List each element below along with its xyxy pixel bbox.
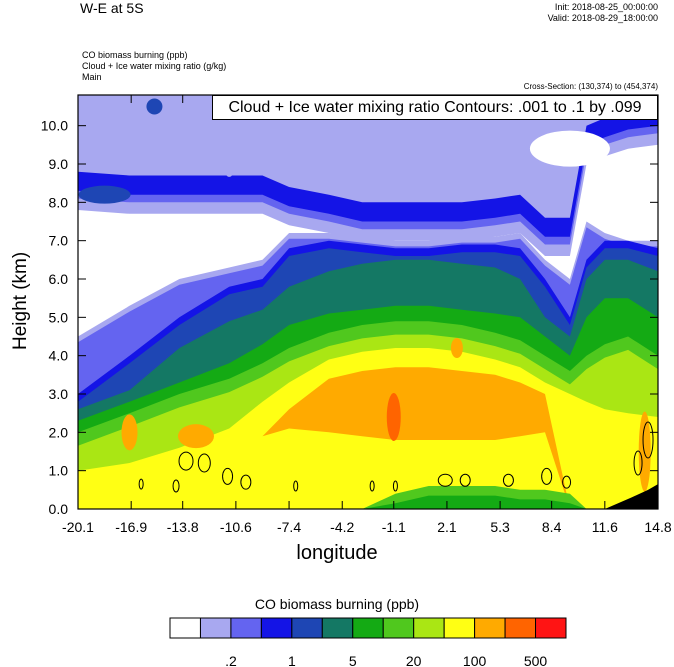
x-tick-label: -1.1 (382, 519, 406, 535)
colorbar-swatch (443, 617, 476, 639)
cloud-contour-10 (459, 473, 471, 487)
cloud-contour-14 (642, 421, 654, 459)
init-time: Init: 2018-08-25_00:00:00 (554, 2, 658, 12)
y-tick-label: 4.0 (49, 348, 69, 364)
cloud-contour-9 (437, 473, 453, 487)
colorbar-swatch (413, 617, 445, 639)
orange-blob-upper (450, 338, 463, 358)
cloud-contour-15 (633, 450, 643, 476)
contour-fills (78, 95, 658, 509)
colorbar-swatch (382, 617, 415, 639)
colorbar-swatch (321, 617, 354, 639)
upper-darkblue-patch (146, 98, 163, 115)
cloud-contour-4 (172, 479, 180, 493)
y-tick-label: 6.0 (49, 271, 69, 287)
cloud-contour-8 (392, 480, 398, 492)
colorbar-swatch (230, 617, 262, 639)
terrain (604, 484, 658, 509)
white-patch-west (91, 265, 102, 278)
x-tick-label: 5.3 (490, 519, 510, 535)
y-tick-label: 0.0 (49, 501, 69, 517)
white-patch-east (529, 130, 610, 167)
colorbar-label: 1 (288, 653, 296, 667)
colorbar-swatch (260, 617, 293, 639)
orange-strip-east (638, 411, 651, 492)
colorbar-swatch (474, 617, 506, 639)
cloud-contour-5 (138, 478, 144, 490)
x-axis-label: longitude (296, 542, 378, 564)
cloud-contour-3 (240, 474, 252, 490)
x-tick-label: 2.1 (437, 519, 457, 535)
cloud-patch (224, 158, 235, 177)
band-orange (78, 367, 658, 509)
y-tick-label: 1.0 (49, 463, 69, 479)
colorbar-swatch (504, 617, 537, 639)
contour-details (78, 98, 658, 509)
colorbar-swatch (291, 617, 323, 639)
contour-info-label: Cloud + Ice water mixing ratio Contours:… (212, 95, 658, 120)
colorbar-label: 100 (463, 653, 487, 667)
main-title: W-E at 5S (80, 0, 144, 16)
colorbar-label: 500 (524, 653, 548, 667)
x-tick-label: -10.6 (220, 519, 252, 535)
y-tick-label: 3.0 (49, 386, 69, 402)
colorbar-swatch (352, 617, 384, 639)
field-name-cloud: Cloud + Ice water mixing ratio (g/kg) (82, 61, 227, 71)
cloud-contour-6 (293, 480, 299, 492)
colorbar-swatch (535, 617, 567, 639)
x-tick-label: -4.2 (330, 519, 354, 535)
colorbar-title: CO biomass burning (ppb) (254, 596, 420, 612)
x-tick-label: 8.4 (542, 519, 562, 535)
cloud-contour-0 (178, 451, 194, 471)
cloud-contour-1 (197, 453, 211, 473)
colorbar-label: .2 (225, 653, 237, 667)
cloud-contour-13 (562, 475, 572, 489)
y-tick-label: 9.0 (49, 156, 69, 172)
colorbar-swatch (199, 617, 232, 639)
upper-left-darkblue (78, 185, 131, 204)
x-tick-label: -7.4 (277, 519, 301, 535)
x-tick-label: 11.6 (592, 519, 618, 535)
cloud-contour-7 (369, 480, 375, 492)
max-orange-red-blob (386, 393, 401, 441)
x-tick-label: -13.8 (167, 519, 199, 535)
y-tick-label: 7.0 (49, 233, 69, 249)
x-tick-label: 14.8 (644, 519, 671, 535)
x-tick-label: -16.9 (115, 519, 147, 535)
y-axis-label: Height (km) (10, 251, 31, 350)
y-axis: 0.0 1.0 2.0 3.0 4.0 5.0 6.0 7.0 8.0 9.0 10.0 (41, 118, 658, 517)
cloud-contour-2 (222, 467, 234, 485)
y-tick-label: 5.0 (49, 309, 69, 325)
x-axis: -20.1 -16.9 -13.8 -10.6 -7.4 -4.2 -1.1 2.1 5.3 8.… (62, 95, 672, 535)
colorbar: .2 1 5 20 100 500 (169, 617, 567, 667)
valid-time: Valid: 2018-08-29_18:00:00 (547, 13, 658, 23)
cross-section-label: Cross-Section: (130,374) to (454,374) (523, 82, 658, 91)
field-name-main: Main (82, 72, 102, 82)
y-tick-label: 8.0 (49, 194, 69, 210)
band-surface-darkgreen (78, 495, 658, 509)
cloud-contour-11 (502, 473, 514, 487)
colorbar-swatch (169, 617, 201, 639)
y-tick-label: 10.0 (41, 118, 68, 134)
orange-blob-west2 (177, 424, 214, 449)
orange-blob-west (121, 414, 138, 451)
y-tick-label: 2.0 (49, 424, 69, 440)
colorbar-label: 5 (349, 653, 357, 667)
colorbar-label: 20 (406, 653, 422, 667)
field-name-co: CO biomass burning (ppb) (82, 50, 188, 60)
x-tick-label: -20.1 (62, 519, 94, 535)
cloud-contour-12 (541, 467, 553, 485)
